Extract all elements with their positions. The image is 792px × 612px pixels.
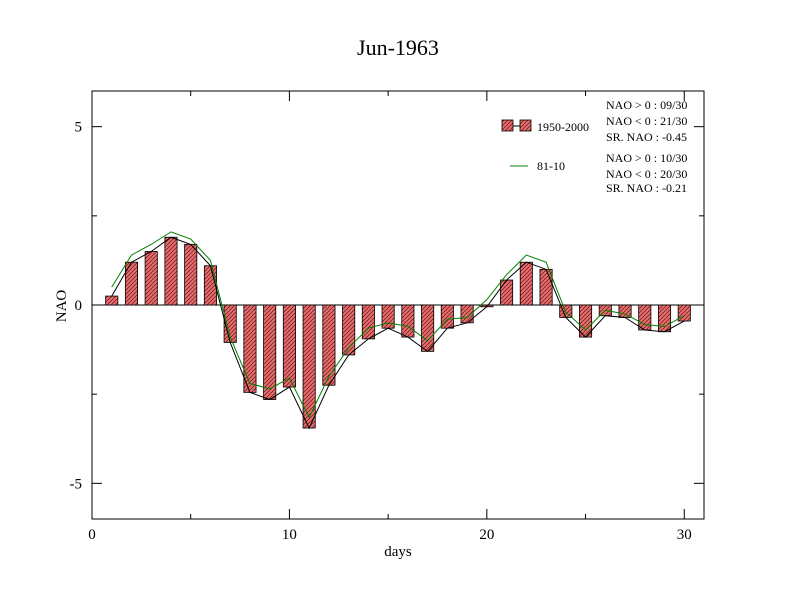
x-tick-label: 0: [88, 527, 96, 543]
y-tick-label: -5: [70, 476, 83, 492]
bar-day-30: [677, 304, 691, 322]
line-1950-2000: [111, 236, 685, 430]
stat-1950-pos: NAO > 0 : 09/30: [606, 98, 687, 112]
bar-day-6: [203, 265, 217, 306]
y-tick-label: 0: [75, 298, 83, 314]
bar-day-17: [421, 304, 435, 352]
legend-label-81-10: 81-10: [537, 159, 565, 173]
stat-8110-sr: SR. NAO : -0.21: [606, 181, 687, 195]
bar-day-29: [657, 304, 672, 333]
line-81-10: [111, 231, 685, 419]
series-lines: [111, 231, 685, 430]
bar-day-27: [618, 304, 632, 318]
bar-day-8: [243, 304, 257, 393]
bar-day-9: [263, 304, 277, 400]
bar-day-12: [322, 304, 336, 386]
legend-bar-swatch-left: [501, 119, 514, 132]
legend-bar-swatch-right: [519, 119, 532, 132]
stat-1950-sr: SR. NAO : -0.45: [606, 130, 687, 144]
bar-day-3: [144, 251, 158, 306]
bar-day-10: [282, 304, 296, 388]
bar-day-21: [500, 279, 514, 306]
bar-day-23: [539, 268, 553, 306]
x-tick-label: 20: [479, 527, 494, 543]
y-axis-label: NAO: [54, 290, 70, 323]
bar-day-18: [440, 304, 454, 329]
x-tick-label: 30: [677, 527, 692, 543]
bar-day-4: [164, 236, 178, 306]
bar-day-5: [184, 243, 198, 306]
bar-day-14: [361, 304, 375, 340]
y-tick-label: 5: [75, 120, 83, 136]
bar-day-1: [105, 295, 119, 306]
x-axis-label: days: [384, 544, 412, 560]
bar-day-15: [381, 304, 395, 329]
bar-day-22: [519, 261, 533, 306]
bar-day-16: [401, 304, 415, 338]
x-tick-label: 10: [282, 527, 297, 543]
legend-label-1950-2000: 1950-2000: [537, 120, 589, 134]
stat-1950-neg: NAO < 0 : 21/30: [606, 114, 687, 128]
bar-day-28: [638, 304, 652, 331]
stat-8110-pos: NAO > 0 : 10/30: [606, 151, 687, 165]
stat-8110-neg: NAO < 0 : 20/30: [606, 167, 687, 181]
legend: 1950-2000 81-10 NAO > 0 : 09/30 NAO < 0 …: [501, 98, 687, 195]
chart-title: Jun-1963: [357, 35, 439, 60]
